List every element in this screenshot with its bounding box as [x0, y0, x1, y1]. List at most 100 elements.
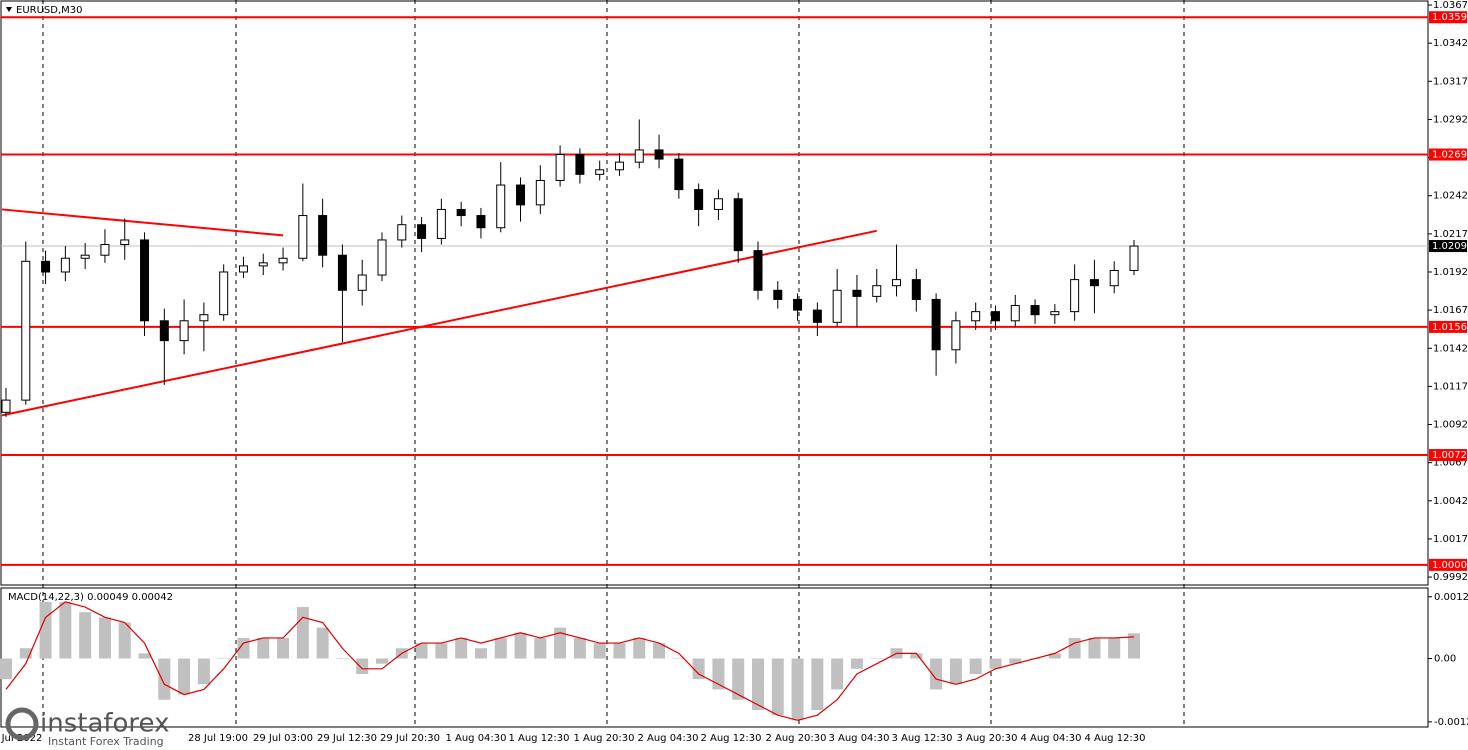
- macd-bar: [949, 658, 962, 685]
- symbol-arrow: [6, 7, 12, 12]
- x-tick-label: 1 Aug 12:30: [508, 733, 569, 744]
- macd-bar: [613, 643, 626, 659]
- macd-bar: [554, 627, 567, 659]
- candle-body: [931, 298, 941, 351]
- candle-body: [436, 208, 446, 239]
- macd-bar: [118, 622, 131, 659]
- macd-bar: [1128, 633, 1140, 659]
- candle-body: [773, 289, 783, 300]
- candle-body: [238, 265, 248, 273]
- candle-body: [140, 239, 150, 322]
- macd-bar: [514, 632, 527, 659]
- level-label: 1.0156: [1432, 322, 1467, 333]
- candle-body: [535, 179, 545, 206]
- macd-tick-label: -0.00123: [1434, 717, 1468, 728]
- level-box: [1429, 320, 1467, 333]
- macd-bar: [771, 658, 784, 716]
- macd-bar: [59, 601, 72, 659]
- macd-bar: [79, 612, 92, 659]
- candle-body: [694, 189, 704, 210]
- macd-bar: [593, 643, 606, 659]
- level-box: [1429, 558, 1467, 571]
- candle-body: [595, 169, 605, 175]
- macd-bar: [435, 643, 448, 659]
- candle-body: [990, 311, 1000, 322]
- macd-bar: [296, 607, 309, 659]
- y-tick-label: 1.0117: [1433, 381, 1468, 392]
- macd-bar: [138, 653, 151, 659]
- macd-label: MACD(14,22,3) 0.00049 0.00042: [8, 592, 173, 603]
- macd-bar: [653, 643, 666, 659]
- macd-bar: [534, 637, 547, 659]
- macd-bar: [336, 658, 349, 660]
- candle-body: [199, 314, 209, 322]
- macd-bar: [791, 658, 804, 721]
- x-tick-label: 29 Jul 03:00: [253, 733, 313, 744]
- candle-body: [674, 158, 684, 191]
- candle-body: [832, 289, 842, 323]
- candle-body: [179, 320, 189, 342]
- macd-bar: [455, 637, 468, 659]
- macd-bar: [158, 658, 171, 700]
- macd-bar: [573, 637, 586, 659]
- candle-body: [575, 154, 585, 175]
- x-tick-label: 28 Jul 19:00: [188, 733, 248, 744]
- y-tick-label: 1.0067: [1433, 458, 1468, 469]
- candle-body: [278, 257, 288, 264]
- candle-body: [258, 262, 268, 267]
- macd-bar: [277, 637, 290, 659]
- x-tick-label: 3 Aug 04:30: [828, 733, 889, 744]
- level-label: 1.0000: [1432, 560, 1467, 571]
- macd-frame: [0, 587, 1429, 728]
- candle-body: [713, 198, 723, 210]
- current-price-box: [1429, 240, 1467, 253]
- y-tick-label: 1.0167: [1433, 305, 1468, 316]
- candle-body: [1010, 305, 1020, 322]
- candle-body: [852, 289, 862, 297]
- y-tick-label: 1.0217: [1433, 229, 1468, 240]
- candle-body: [614, 161, 624, 171]
- x-tick-label: 4 Aug 12:30: [1084, 733, 1145, 744]
- macd-bar: [870, 658, 883, 660]
- candle-body: [100, 244, 110, 256]
- chart-title: EURUSD,M30: [16, 5, 82, 16]
- y-tick-label: 0.9992: [1433, 572, 1468, 583]
- macd-bar: [1009, 658, 1022, 664]
- macd-bar: [930, 658, 943, 690]
- candle-body: [397, 224, 407, 241]
- macd-bar: [257, 637, 270, 659]
- time-grid: [42, 0, 1185, 727]
- watermark-logo: [5, 707, 39, 741]
- macd-bar: [752, 658, 764, 711]
- candle-body: [1070, 279, 1080, 313]
- candle-body: [753, 250, 763, 291]
- macd-bar: [197, 658, 210, 685]
- candle-body: [298, 215, 308, 259]
- trendline: [1, 208, 284, 237]
- candle-body: [496, 184, 506, 229]
- candle-body: [159, 320, 169, 342]
- candle-body: [1, 399, 11, 413]
- macd-bar: [1088, 637, 1101, 659]
- y-tick-label: 1.0367: [1433, 0, 1468, 11]
- level-label: 1.0072: [1432, 450, 1467, 461]
- candle-body: [60, 257, 70, 273]
- level-box: [1429, 449, 1467, 462]
- candle-body: [1050, 311, 1060, 316]
- x-tick-label: 3 Aug 12:30: [891, 733, 952, 744]
- x-tick-label: 1 Aug 04:30: [445, 733, 506, 744]
- x-tick-label: 29 Jul 20:30: [380, 733, 440, 744]
- level-box: [1429, 11, 1467, 24]
- level-box: [1429, 148, 1467, 161]
- x-tick-label: 4 Aug 04:30: [1020, 733, 1081, 744]
- candle-body: [80, 254, 90, 259]
- candle-body: [872, 285, 882, 297]
- candle-body: [120, 239, 130, 246]
- macd-bar: [178, 658, 191, 695]
- candle-body: [793, 298, 803, 311]
- candle-body: [357, 274, 367, 291]
- macd-bar: [969, 658, 982, 674]
- macd-bar: [1048, 653, 1061, 659]
- macd-bar: [474, 648, 487, 659]
